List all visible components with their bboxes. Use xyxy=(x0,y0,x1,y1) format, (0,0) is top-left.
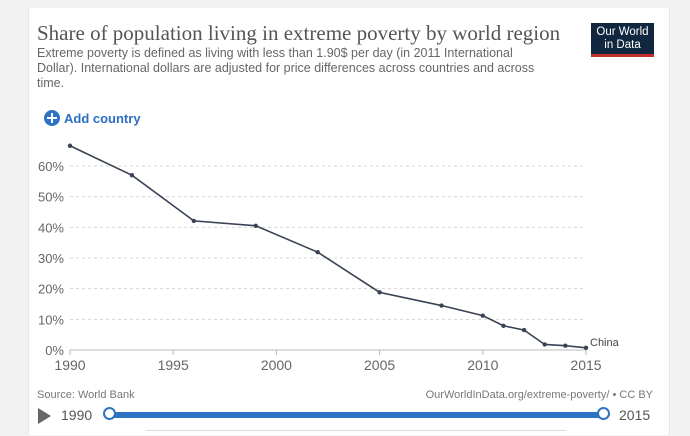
data-point xyxy=(563,343,568,348)
timeline: 1990 2015 xyxy=(0,404,690,428)
logo-line-1: Our World xyxy=(596,26,649,38)
timeline-start-handle[interactable] xyxy=(103,407,116,420)
x-tick-label: 2015 xyxy=(570,357,601,373)
data-point xyxy=(377,290,382,295)
data-point xyxy=(253,223,258,228)
line-chart: 0% 10% 20% 30% 40% 50% 60% 1990 1995 2000 2005 2010… xyxy=(38,143,620,373)
series-label: China xyxy=(590,337,620,349)
source-note[interactable]: Source: World Bank xyxy=(37,389,135,401)
data-point xyxy=(480,313,485,318)
logo-line-2: in Data xyxy=(604,39,641,51)
play-icon[interactable] xyxy=(38,408,51,424)
chart-subtitle: Extreme poverty is defined as living wit… xyxy=(37,46,535,90)
data-point xyxy=(521,327,527,333)
y-tick-label: 0% xyxy=(45,343,64,358)
timeline-end-label: 2015 xyxy=(619,407,651,423)
timeline-track[interactable] xyxy=(109,412,603,418)
data-point xyxy=(67,143,73,148)
series-line xyxy=(69,145,587,349)
y-tick-label: 10% xyxy=(38,312,64,327)
add-country-label: Add country xyxy=(64,110,141,126)
y-tick-label: 40% xyxy=(38,220,64,235)
plus-circle-icon xyxy=(44,110,60,126)
timeline-start-label: 1990 xyxy=(61,407,93,423)
y-tick-label: 20% xyxy=(38,282,64,297)
data-point xyxy=(501,323,506,328)
data-point xyxy=(129,173,135,178)
data-point xyxy=(542,342,547,347)
license-note[interactable]: OurWorldInData.org/extreme-poverty/ • CC… xyxy=(425,389,653,401)
data-point xyxy=(583,345,589,351)
x-tick-label: 2005 xyxy=(364,357,395,373)
add-country-button[interactable]: Add country xyxy=(44,110,141,126)
data-point xyxy=(439,303,444,308)
tab-bar-edge xyxy=(146,430,566,436)
x-tick-label: 1990 xyxy=(54,357,85,373)
data-point xyxy=(191,218,197,224)
data-point xyxy=(315,249,320,255)
y-tick-label: 50% xyxy=(38,190,64,205)
chart-title: Share of population living in extreme po… xyxy=(37,21,561,45)
chart-card xyxy=(28,8,670,435)
x-tick-label: 1995 xyxy=(158,357,189,373)
x-tick-label: 2010 xyxy=(467,357,498,373)
owid-logo[interactable]: Our World in Data xyxy=(591,23,654,57)
y-tick-label: 30% xyxy=(38,251,64,266)
x-tick-label: 2000 xyxy=(261,357,292,373)
timeline-end-handle[interactable] xyxy=(597,407,610,420)
y-tick-label: 60% xyxy=(38,159,64,174)
